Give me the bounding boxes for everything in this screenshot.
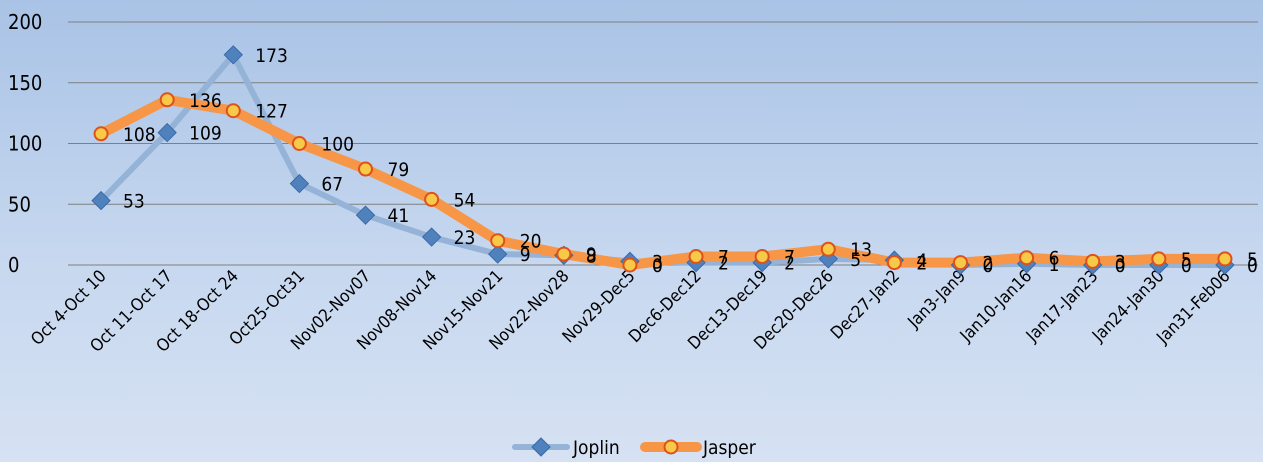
data-point-jasper (225, 103, 241, 119)
data-label-jasper: 0 (652, 255, 663, 277)
y-tick-label: 50 (8, 192, 31, 216)
data-label-jasper: 13 (850, 239, 872, 261)
data-label-jasper: 108 (123, 124, 156, 146)
data-point-jasper (688, 248, 704, 264)
data-label-jasper: 79 (388, 159, 410, 181)
data-label-joplin: 23 (454, 227, 476, 249)
y-tick-label: 100 (8, 132, 42, 156)
data-point-jasper (1019, 250, 1035, 266)
data-point-jasper (556, 246, 572, 262)
data-point-joplin (289, 173, 310, 194)
series-line-jasper (96, 94, 1230, 270)
data-label-jasper: 2 (916, 253, 927, 275)
legend-marker-jasper (663, 439, 679, 455)
data-point-jasper (93, 126, 109, 142)
data-point-jasper (820, 241, 836, 257)
data-label-jasper: 100 (321, 134, 354, 156)
data-label-joplin: 8 (586, 245, 597, 267)
data-label-joplin: 2 (718, 253, 729, 275)
data-point-joplin (157, 122, 177, 143)
data-point-joplin (355, 205, 376, 225)
data-point-jasper (291, 136, 307, 151)
legend-marker-joplin (531, 437, 551, 457)
data-point-joplin (223, 45, 243, 65)
data-point-joplin (91, 190, 111, 211)
data-point-jasper (490, 233, 506, 249)
x-tick-label: Dec27-Jan2 (827, 266, 904, 343)
series (91, 45, 1235, 275)
data-label-joplin: 4 (916, 250, 927, 272)
data-label-jasper: 20 (520, 231, 542, 253)
data-point-jasper (886, 255, 902, 271)
data-point-jasper (159, 92, 175, 108)
data-label-jasper: 5 (1247, 249, 1258, 271)
data-label-joplin: 53 (123, 191, 145, 213)
y-tick-label: 150 (8, 71, 42, 95)
legend: Joplin Jasper (512, 437, 757, 459)
data-label-jasper: 2 (983, 253, 994, 275)
data-label-joplin: 0 (1181, 255, 1192, 277)
data-label-joplin: 3 (652, 251, 663, 273)
y-tick-label: 0 (8, 253, 19, 277)
data-point-jasper (1085, 253, 1101, 269)
y-axis: 0 50 100 150 200 (8, 10, 42, 277)
x-tick-label: Jan3-Jan9 (904, 266, 971, 333)
grid (68, 21, 1258, 266)
data-label-jasper: 7 (718, 246, 729, 268)
data-label-joplin: 109 (189, 123, 222, 145)
data-label-joplin: 0 (1115, 255, 1126, 277)
data-point-jasper (1151, 251, 1167, 267)
data-point-jasper (424, 191, 440, 207)
data-label-joplin: 5 (850, 249, 861, 271)
data-label-jasper: 127 (255, 101, 288, 123)
data-label-jasper: 54 (454, 189, 476, 211)
y-tick-label: 200 (8, 10, 42, 34)
data-label-jasper: 136 (189, 90, 222, 112)
legend-label-jasper: Jasper (702, 437, 757, 459)
data-point-joplin (421, 227, 442, 247)
data-label-jasper: 5 (1181, 249, 1192, 271)
data-label-joplin: 2 (784, 253, 795, 275)
data-label-jasper: 9 (586, 244, 597, 266)
data-label-joplin: 0 (1247, 255, 1258, 277)
data-point-jasper (622, 257, 638, 273)
data-label-jasper: 7 (784, 246, 795, 268)
data-label-joplin: 9 (520, 244, 531, 266)
data-point-jasper (754, 248, 770, 264)
data-point-jasper (358, 161, 373, 177)
data-label-jasper: 6 (1049, 248, 1060, 270)
data-point-joplin (488, 244, 508, 264)
data-label-joplin: 1 (1049, 254, 1060, 276)
legend-label-joplin: Joplin (572, 437, 620, 459)
data-label-joplin: 173 (255, 45, 288, 67)
data-label-joplin: 41 (388, 205, 410, 227)
series-line-joplin (98, 51, 1228, 268)
data-label-joplin: 67 (321, 174, 343, 196)
data-point-jasper (953, 255, 968, 271)
data-point-jasper (1217, 251, 1233, 267)
data-label-joplin: 0 (983, 255, 994, 277)
data-label-jasper: 3 (1115, 251, 1126, 273)
